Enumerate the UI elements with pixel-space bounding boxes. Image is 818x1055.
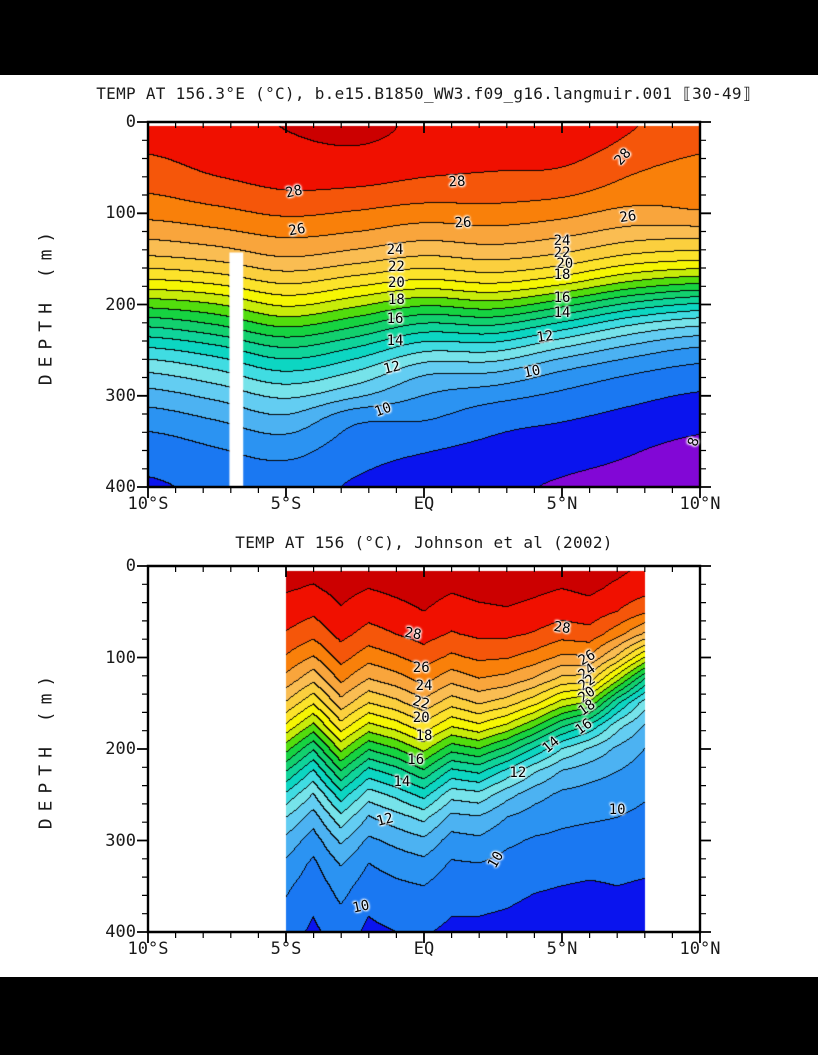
y-tick-label: 200 — [105, 294, 136, 315]
contour-label: 20 — [556, 256, 574, 273]
x-tick-label: EQ — [413, 939, 435, 959]
y-tick-label: 100 — [105, 647, 136, 668]
x-tick-label: 10°S — [127, 494, 169, 514]
model-plot-title: TEMP AT 156.3°E (°C), b.e15.B1850_WW3.f0… — [96, 84, 752, 103]
contour-label: 10 — [350, 897, 371, 917]
contour-label: 26 — [453, 214, 472, 232]
contour-label: 28 — [284, 182, 305, 202]
contour-label: 20 — [387, 274, 405, 291]
x-tick-label: 10°N — [679, 939, 721, 959]
y-tick-label: 400 — [105, 477, 136, 497]
y-tick-label: 0 — [125, 112, 136, 132]
contour-label: 18 — [387, 291, 405, 308]
contour-label: 18 — [415, 728, 433, 745]
contour-label: 16 — [386, 311, 404, 328]
obs-plot-title: TEMP AT 156 (°C), Johnson et al (2002) — [235, 533, 613, 552]
y-tick-label: 200 — [105, 739, 136, 759]
contour-label: 10 — [608, 802, 626, 819]
contour-label: 20 — [412, 709, 430, 726]
contour-label: 28 — [448, 173, 466, 191]
x-tick-label: 10°S — [127, 939, 169, 959]
x-tick-label: 10°N — [679, 494, 721, 514]
contour-label: 14 — [386, 333, 404, 349]
contour-label: 14 — [553, 304, 571, 321]
obs-depth-axis-label: DEPTH (m) — [35, 668, 57, 830]
contour-label: 22 — [387, 259, 405, 276]
contour-label: 10 — [521, 362, 542, 382]
contour-label: 16 — [553, 290, 571, 307]
y-tick-label: 100 — [105, 203, 136, 224]
y-tick-label: 0 — [125, 556, 136, 576]
model-contour-canvas — [148, 122, 700, 487]
x-tick-label: 5°S — [270, 494, 302, 514]
contour-label: 24 — [386, 241, 404, 258]
x-tick-label: 5°N — [546, 494, 578, 514]
bottom-black-band — [0, 977, 818, 1055]
contour-label: 28 — [552, 619, 572, 638]
x-tick-label: 5°S — [270, 939, 302, 959]
y-tick-label: 300 — [105, 385, 136, 406]
obs-contour-canvas — [148, 566, 700, 932]
contour-label: 12 — [509, 764, 527, 781]
y-tick-label: 300 — [105, 830, 136, 851]
contour-label: 24 — [415, 677, 433, 694]
contour-label: 14 — [393, 773, 411, 790]
contour-label: 28 — [403, 624, 423, 644]
top-black-band — [0, 0, 818, 75]
contour-label: 16 — [407, 751, 425, 768]
x-tick-label: 5°N — [546, 939, 578, 959]
contour-label: 26 — [618, 207, 638, 226]
contour-label: 26 — [412, 660, 430, 677]
model-depth-axis-label: DEPTH (m) — [35, 224, 57, 385]
contour-label: 12 — [535, 328, 555, 347]
contour-label: 22 — [553, 245, 571, 262]
contour-label: 26 — [287, 220, 307, 240]
contour-label: 24 — [553, 232, 571, 249]
contour-label: 18 — [553, 267, 571, 284]
x-tick-label: EQ — [413, 494, 435, 514]
y-tick-label: 400 — [105, 922, 136, 942]
